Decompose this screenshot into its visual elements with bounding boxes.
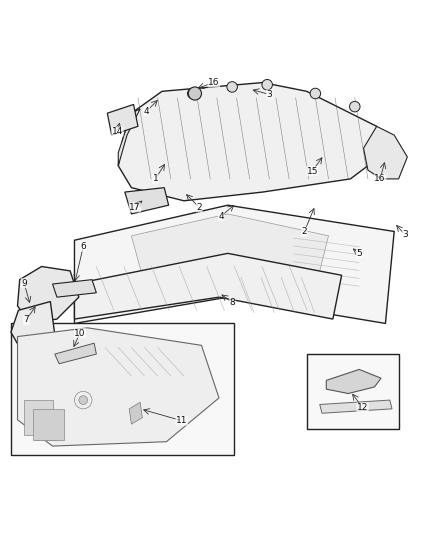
Text: 16: 16 [208, 78, 219, 87]
Polygon shape [118, 83, 385, 201]
Bar [307, 354, 399, 429]
Text: 2: 2 [197, 203, 202, 212]
Text: 3: 3 [402, 230, 408, 239]
Text: 1: 1 [152, 174, 159, 183]
Circle shape [310, 88, 321, 99]
Polygon shape [74, 205, 394, 324]
Polygon shape [55, 343, 96, 364]
Text: 4: 4 [144, 107, 149, 116]
Text: 3: 3 [266, 90, 272, 99]
Bar [35, 411, 57, 440]
Polygon shape [107, 104, 138, 135]
Text: 16: 16 [374, 174, 386, 183]
Polygon shape [326, 369, 381, 393]
Circle shape [227, 82, 237, 92]
Text: 4: 4 [219, 212, 224, 221]
Bar [11, 324, 234, 455]
Text: 9: 9 [21, 279, 27, 288]
Polygon shape [129, 402, 142, 424]
Text: 17: 17 [129, 203, 141, 212]
Polygon shape [53, 280, 96, 297]
Text: 12: 12 [357, 403, 368, 412]
Text: 11: 11 [176, 416, 187, 425]
Polygon shape [18, 266, 79, 324]
Circle shape [350, 101, 360, 112]
Polygon shape [118, 109, 140, 166]
Polygon shape [125, 188, 169, 214]
Circle shape [188, 87, 201, 100]
Text: 15: 15 [307, 166, 318, 175]
Circle shape [79, 395, 88, 405]
Circle shape [201, 236, 219, 253]
Text: 8: 8 [229, 298, 235, 307]
Polygon shape [74, 253, 342, 319]
Text: 10: 10 [74, 328, 86, 337]
Text: 2: 2 [302, 227, 307, 236]
Bar [24, 400, 53, 435]
Bar [33, 409, 64, 440]
Text: 5: 5 [356, 249, 362, 258]
Polygon shape [320, 400, 392, 413]
Circle shape [187, 88, 198, 99]
Text: 7: 7 [23, 316, 29, 325]
Polygon shape [18, 328, 219, 446]
Polygon shape [131, 214, 328, 288]
Polygon shape [11, 302, 55, 350]
Circle shape [262, 79, 272, 90]
Polygon shape [364, 126, 407, 179]
Text: 14: 14 [112, 127, 123, 136]
Text: 6: 6 [80, 243, 86, 251]
